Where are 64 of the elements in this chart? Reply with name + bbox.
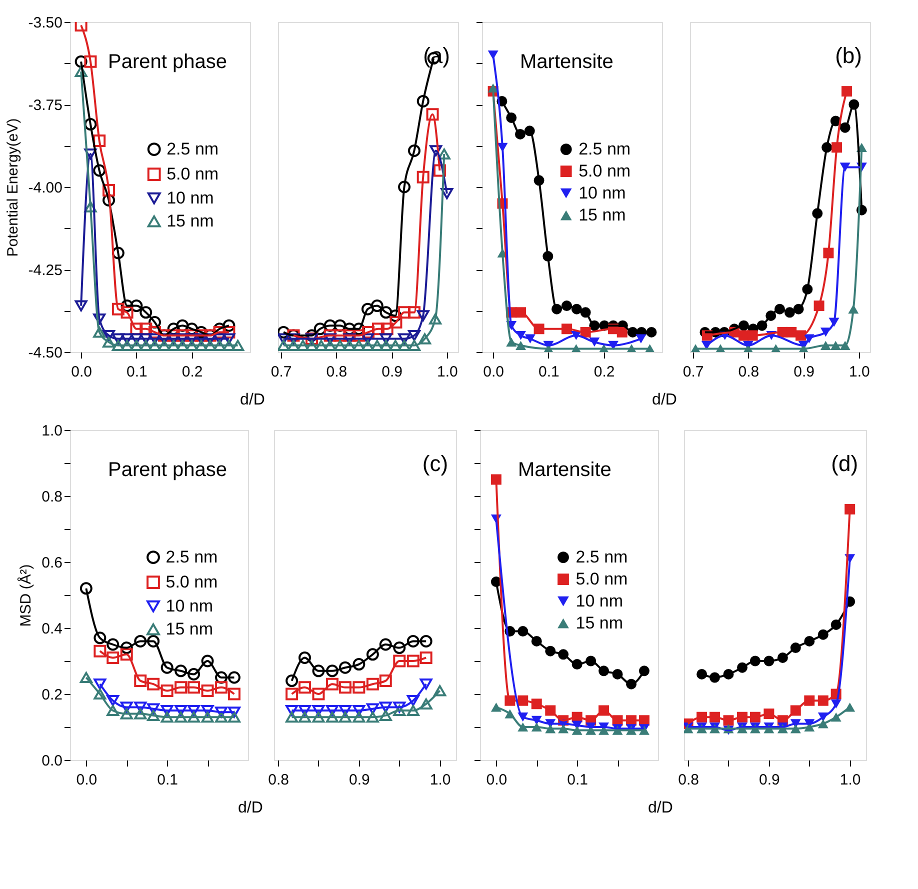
y-tick-label: 0.8 bbox=[42, 488, 62, 506]
y-tick-label: 0.2 bbox=[42, 686, 62, 704]
legend-label: 5.0 nm bbox=[166, 572, 218, 592]
x-tick-label: 0.8 bbox=[678, 772, 699, 788]
x-axis-title: d/D bbox=[240, 392, 265, 408]
x-tick-label: 0.9 bbox=[794, 364, 814, 380]
x-tick-label: 0.7 bbox=[682, 364, 704, 380]
x-tick-label: 0.9 bbox=[759, 772, 780, 788]
y-tick-label: -3.75 bbox=[28, 97, 62, 114]
x-tick-label: 0.9 bbox=[349, 772, 370, 788]
x-tick-label: 0.7 bbox=[270, 364, 292, 380]
legend-label: 10 nm bbox=[166, 188, 214, 208]
x-tick-label: 0.1 bbox=[157, 772, 178, 788]
x-tick-label: 0.0 bbox=[71, 364, 92, 380]
legend-label: 2.5 nm bbox=[576, 547, 628, 566]
x-tick-label: 0.8 bbox=[326, 364, 348, 380]
x-tick-label: 0.0 bbox=[483, 364, 504, 380]
y-tick-label: 0.0 bbox=[42, 752, 62, 770]
x-tick-label: 1.0 bbox=[848, 364, 870, 380]
annotation: Martensite bbox=[520, 51, 614, 73]
x-tick-label: 0.2 bbox=[594, 364, 615, 380]
x-tick-label: 0.1 bbox=[538, 364, 560, 380]
y-tick-label: 0.4 bbox=[42, 620, 62, 638]
annotation: (b) bbox=[835, 43, 862, 68]
x-tick-label: 1.0 bbox=[430, 772, 451, 788]
x-axis-title: d/D bbox=[238, 800, 263, 816]
x-tick-label: 0.8 bbox=[268, 772, 289, 788]
legend-label: 15 nm bbox=[166, 619, 213, 638]
x-tick-label: 0.1 bbox=[567, 772, 588, 788]
y-tick-label: -4.50 bbox=[28, 344, 62, 362]
legend-label: 2.5 nm bbox=[578, 139, 631, 158]
legend-label: 15 nm bbox=[576, 613, 623, 632]
x-tick-label: 1.0 bbox=[436, 364, 458, 380]
y-tick-label: -4.00 bbox=[28, 180, 62, 196]
y-tick-label: -4.25 bbox=[28, 262, 62, 279]
x-tick-label: 0.2 bbox=[182, 364, 203, 380]
annotation: Parent phase bbox=[108, 51, 227, 73]
x-tick-label: 0.0 bbox=[76, 772, 98, 788]
x-axis-title: d/D bbox=[652, 392, 677, 408]
x-tick-label: 0.9 bbox=[382, 364, 402, 380]
x-tick-label: 1.0 bbox=[840, 772, 861, 788]
y-tick-label: -3.50 bbox=[28, 14, 62, 32]
x-axis-title: d/D bbox=[648, 800, 673, 816]
legend-label: 10 nm bbox=[578, 183, 626, 202]
legend-label: 15 nm bbox=[578, 205, 626, 224]
annotation: Parent phase bbox=[108, 459, 227, 481]
x-tick-label: 0.0 bbox=[486, 772, 508, 788]
annotation: (c) bbox=[422, 451, 448, 476]
y-tick-label: 1.0 bbox=[42, 422, 62, 440]
y-axis-title: Potential Energy(eV) bbox=[4, 118, 22, 257]
legend-label: 5.0 nm bbox=[578, 161, 631, 180]
x-tick-label: 0.8 bbox=[738, 364, 760, 380]
y-tick-label: 0.6 bbox=[42, 554, 62, 572]
annotation: (d) bbox=[831, 451, 858, 476]
legend-label: 5.0 nm bbox=[576, 569, 628, 588]
legend-label: 10 nm bbox=[166, 596, 213, 616]
legend-label: 10 nm bbox=[576, 591, 623, 610]
x-tick-label: 0.1 bbox=[126, 364, 148, 380]
y-axis-title: MSD (Å²) bbox=[16, 564, 35, 627]
legend-label: 2.5 nm bbox=[166, 547, 218, 566]
annotation: Martensite bbox=[518, 459, 612, 481]
legend-label: 2.5 nm bbox=[166, 139, 219, 158]
legend-label: 15 nm bbox=[166, 211, 214, 230]
legend-label: 5.0 nm bbox=[166, 164, 219, 184]
